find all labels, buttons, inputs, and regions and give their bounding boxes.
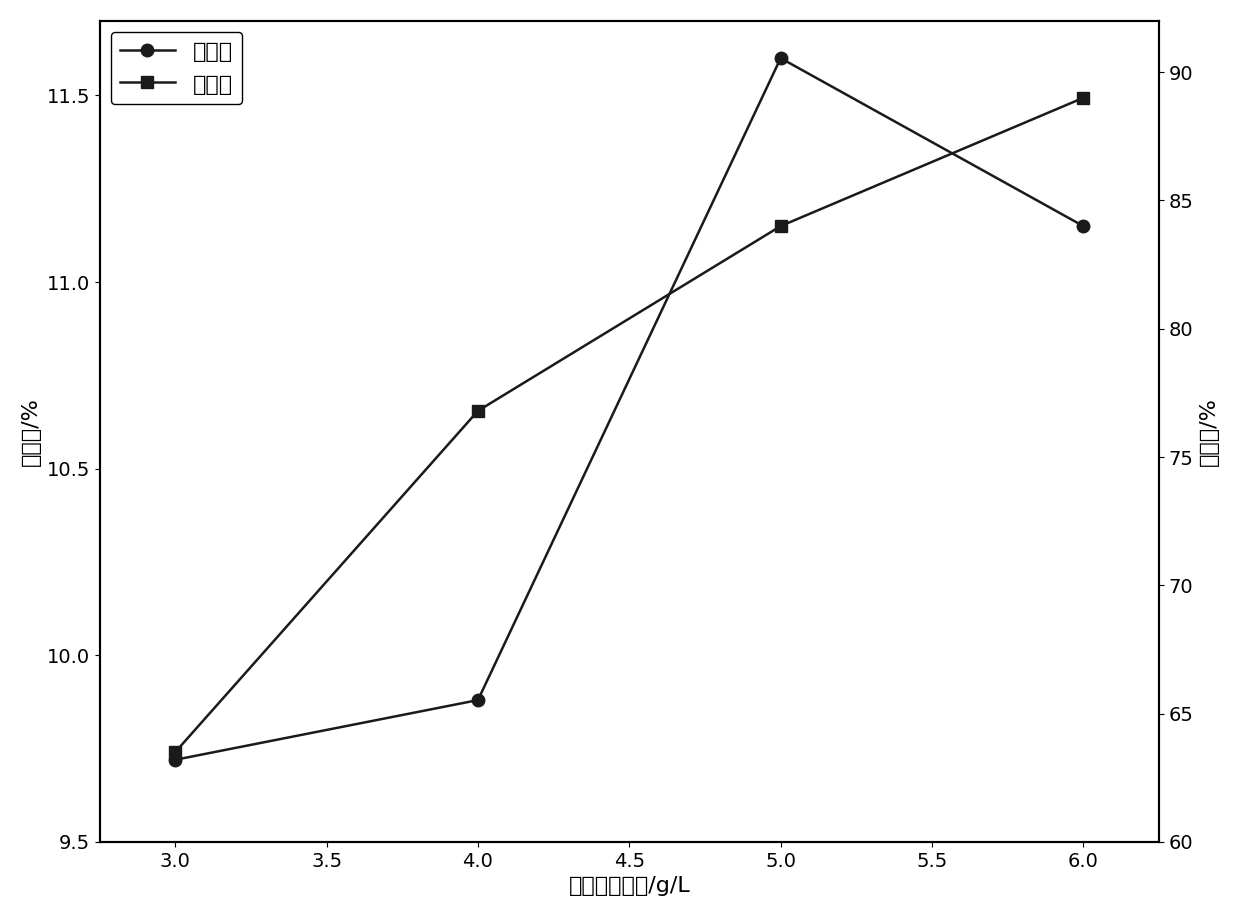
载药量 bbox=[470, 694, 485, 705]
载药量 bbox=[167, 755, 182, 766]
X-axis label: 样品质量浓度/g/L: 样品质量浓度/g/L bbox=[568, 876, 691, 896]
Y-axis label: 回收率/%: 回收率/% bbox=[1199, 397, 1219, 466]
Legend: 载药量, 回收率: 载药量, 回收率 bbox=[110, 32, 242, 104]
回收率 bbox=[167, 746, 182, 757]
Line: 回收率: 回收率 bbox=[169, 92, 1090, 758]
载药量 bbox=[774, 52, 789, 63]
Y-axis label: 载药量/%: 载药量/% bbox=[21, 397, 41, 466]
载药量 bbox=[1076, 221, 1091, 232]
回收率 bbox=[774, 221, 789, 232]
回收率 bbox=[470, 405, 485, 416]
回收率 bbox=[1076, 93, 1091, 104]
Line: 载药量: 载药量 bbox=[169, 52, 1090, 766]
